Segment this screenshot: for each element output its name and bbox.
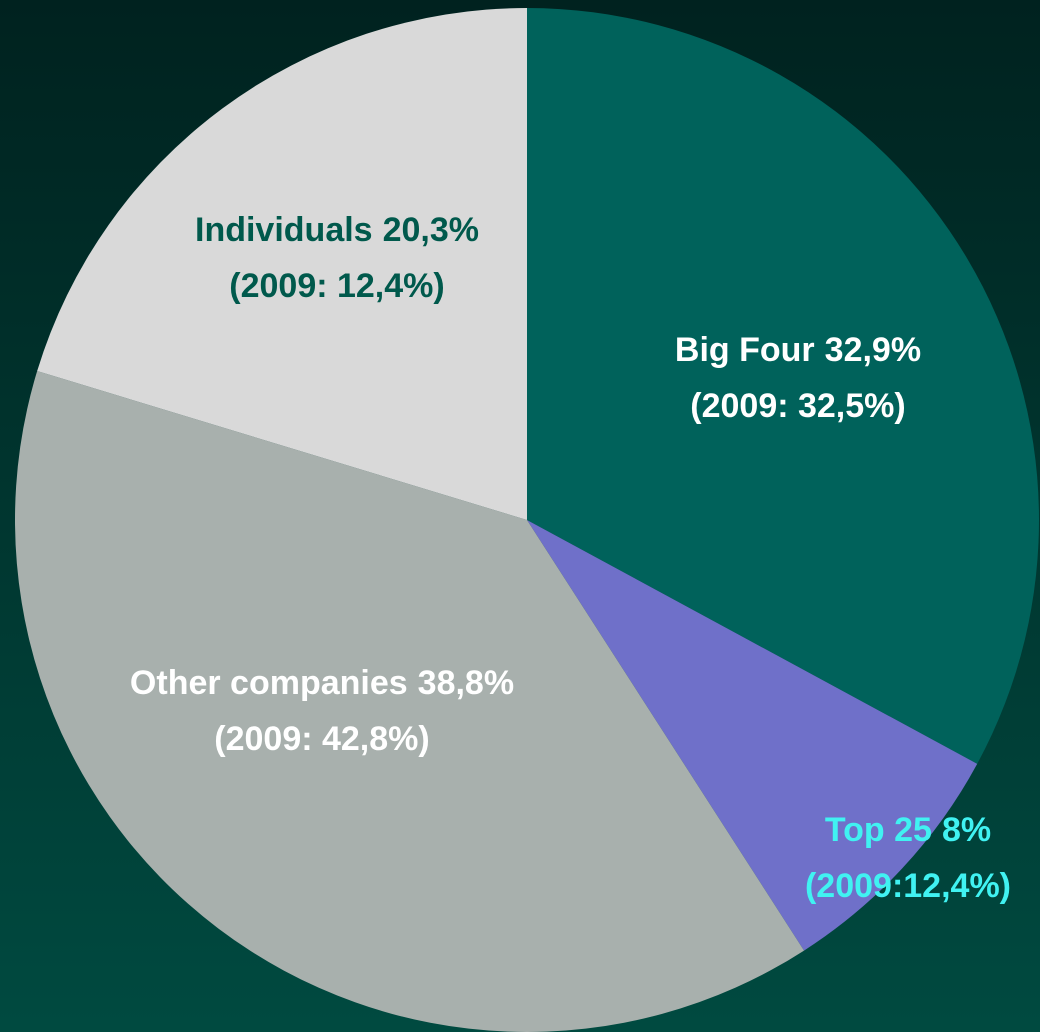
pie-slice — [527, 520, 978, 951]
pie-slice — [37, 8, 528, 520]
slice-label: Big Four 32,9% — [675, 331, 921, 369]
prior-label: (2009: 12,4%) — [229, 267, 444, 305]
value-label: 32,9% — [825, 331, 921, 369]
pie-slice — [14, 370, 805, 1032]
prior-label: (2009: 32,5%) — [690, 387, 905, 425]
category-name: Top 25 — [825, 811, 932, 849]
value-label: 8% — [942, 811, 991, 849]
pie-slice — [527, 8, 1039, 764]
value-label: 20,3% — [383, 211, 479, 249]
value-label: 38,8% — [418, 664, 514, 702]
prior-label: (2009: 42,8%) — [214, 720, 429, 758]
slice-label: Other companies 38,8% — [130, 664, 514, 702]
category-name: Other companies — [130, 664, 408, 702]
prior-label: (2009:12,4%) — [805, 867, 1011, 905]
slice-label: Individuals 20,3% — [195, 211, 479, 249]
slice-label: Top 25 8% — [825, 811, 991, 849]
category-name: Individuals — [195, 211, 373, 249]
category-name: Big Four — [675, 331, 815, 369]
